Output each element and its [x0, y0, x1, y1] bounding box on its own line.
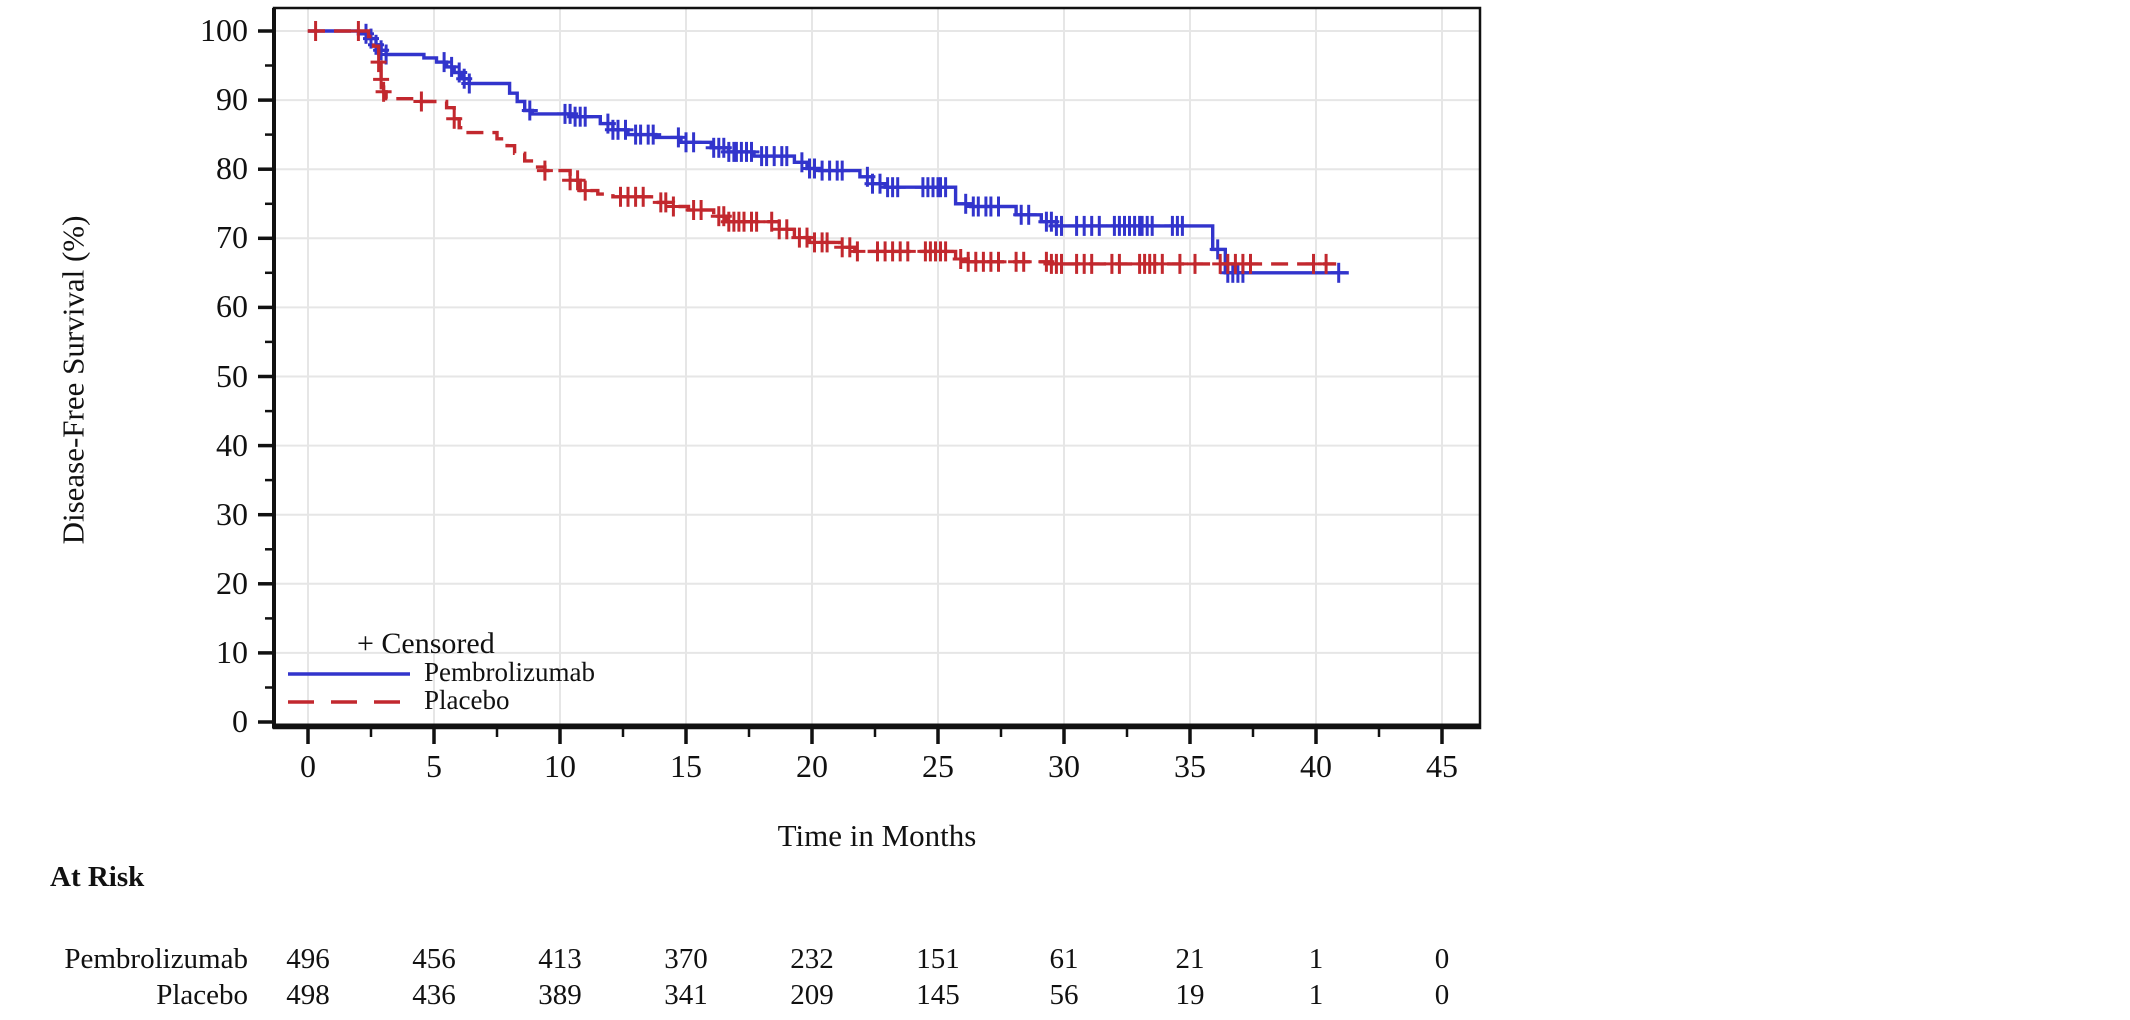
at-risk-value: 56: [1049, 979, 1079, 1011]
legend-label-placebo: Placebo: [424, 685, 510, 715]
x-tick-label: 0: [300, 748, 316, 784]
survival-curve-placebo: [308, 29, 1337, 266]
y-tick-label: 20: [216, 564, 248, 601]
at-risk-title: At Risk: [50, 861, 145, 893]
y-tick-label: 90: [216, 81, 248, 118]
at-risk-value: 145: [916, 979, 960, 1011]
y-tick-label: 0: [232, 703, 248, 739]
at-risk-row-label-pembrolizumab: Pembrolizumab: [64, 943, 248, 975]
x-tick-label: 25: [922, 748, 954, 784]
x-axis-title: Time in Months: [777, 818, 977, 853]
at-risk-value: 1: [1308, 943, 1324, 975]
at-risk-value: 0: [1434, 979, 1450, 1011]
at-risk-value: 413: [538, 943, 582, 975]
at-risk-row-label-placebo: Placebo: [156, 979, 248, 1011]
y-tick-label: 80: [216, 150, 248, 187]
at-risk-value: 1: [1308, 979, 1324, 1011]
at-risk-value: 341: [664, 979, 708, 1011]
x-tick-label: 5: [426, 748, 442, 784]
y-tick-label: 70: [216, 219, 248, 256]
y-tick-label: 60: [216, 288, 248, 325]
x-tick-label: 35: [1174, 748, 1206, 784]
at-risk-value: 19: [1175, 979, 1205, 1011]
censor-marks-placebo: [307, 21, 1335, 274]
x-tick-label: 40: [1300, 748, 1332, 784]
y-tick-label: 50: [216, 357, 248, 394]
y-tick-label: 40: [216, 426, 248, 463]
at-risk-value: 456: [412, 943, 456, 975]
at-risk-value: 61: [1049, 943, 1079, 975]
y-axis-title: Disease-Free Survival (%): [55, 215, 91, 545]
at-risk-value: 151: [916, 943, 960, 975]
at-risk-value: 232: [790, 943, 834, 975]
at-risk-value: 436: [412, 979, 456, 1011]
x-tick-label: 45: [1426, 748, 1458, 784]
at-risk-value: 498: [286, 979, 330, 1011]
x-tick-label: 15: [670, 748, 702, 784]
y-tick-label: 100: [200, 12, 248, 48]
y-tick-label: 10: [216, 633, 248, 670]
x-tick-label: 30: [1048, 748, 1080, 784]
at-risk-value: 0: [1434, 943, 1450, 975]
y-tick-label: 30: [216, 495, 248, 532]
at-risk-value: 21: [1175, 943, 1205, 975]
at-risk-value: 209: [790, 979, 834, 1011]
legend-censored-label: + Censored: [357, 627, 495, 660]
at-risk-value: 370: [664, 943, 708, 975]
at-risk-value: 389: [538, 979, 582, 1011]
x-tick-label: 20: [796, 748, 828, 784]
censor-marks-pembrolizumab: [358, 23, 1347, 283]
x-tick-label: 10: [544, 748, 576, 784]
at-risk-value: 496: [286, 943, 330, 975]
legend-label-pembrolizumab: Pembrolizumab: [424, 657, 595, 687]
